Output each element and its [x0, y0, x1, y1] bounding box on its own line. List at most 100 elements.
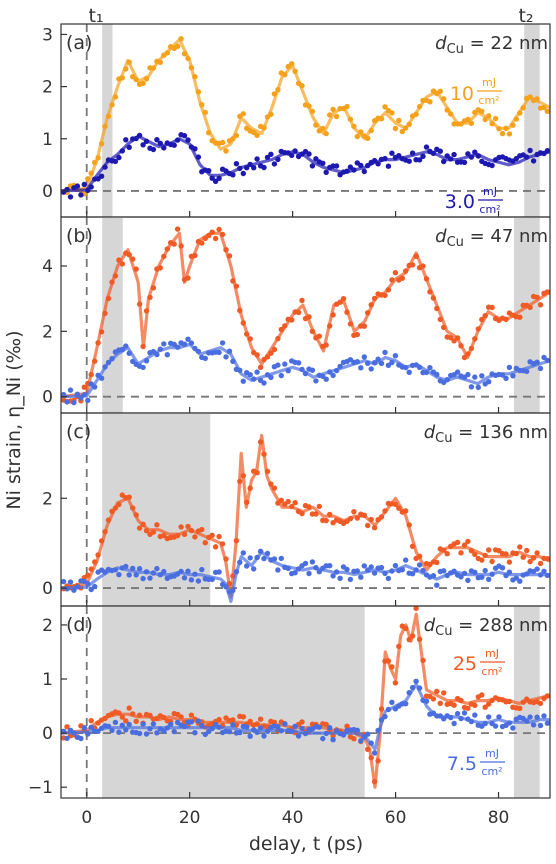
data-point	[482, 116, 488, 123]
data-point	[306, 570, 312, 577]
data-point	[299, 725, 305, 732]
data-point	[489, 558, 495, 565]
data-point	[123, 343, 129, 349]
data-point	[489, 121, 495, 127]
data-point	[98, 538, 105, 544]
data-point	[150, 570, 157, 576]
data-point	[244, 165, 250, 171]
data-point	[354, 568, 360, 574]
data-point	[285, 565, 291, 572]
data-point	[64, 735, 70, 741]
data-point	[150, 348, 157, 355]
data-point	[271, 556, 278, 562]
data-point	[351, 509, 357, 515]
panel-label: (c)	[66, 421, 91, 443]
data-point	[489, 571, 495, 577]
data-point	[468, 548, 475, 554]
data-point	[365, 360, 371, 366]
data-point	[382, 349, 388, 356]
data-point	[420, 263, 426, 269]
data-point	[88, 724, 94, 730]
data-point	[337, 299, 343, 305]
data-point	[226, 581, 233, 587]
data-point	[88, 566, 94, 572]
data-point	[81, 391, 88, 398]
data-point	[354, 515, 360, 521]
data-point	[468, 154, 475, 160]
data-point	[244, 724, 250, 730]
y-tick-label: 4	[42, 257, 53, 277]
y-tick-label: 0	[42, 388, 53, 408]
y-tick-label: −1	[28, 778, 53, 798]
data-point	[289, 152, 295, 159]
data-point	[403, 364, 409, 371]
data-point	[233, 161, 240, 167]
data-point	[257, 548, 264, 554]
data-point	[434, 582, 440, 588]
data-point	[354, 133, 360, 140]
data-point	[461, 710, 468, 716]
data-point	[212, 235, 219, 242]
data-point	[458, 697, 464, 704]
data-point	[244, 331, 250, 337]
data-point	[116, 501, 122, 508]
data-point	[396, 117, 402, 124]
data-point	[271, 485, 278, 491]
data-point	[257, 364, 264, 370]
panel-b: 0 2 4 (b) dCu = 47 nm	[42, 216, 551, 414]
data-point	[223, 247, 229, 253]
data-point	[465, 351, 471, 357]
data-point	[365, 746, 371, 752]
data-point	[323, 376, 329, 382]
data-point	[112, 567, 119, 573]
data-point	[185, 336, 191, 342]
data-point	[316, 724, 322, 730]
data-point	[365, 522, 371, 529]
data-point	[209, 576, 215, 583]
data-point	[81, 384, 88, 390]
data-point	[105, 113, 112, 119]
data-point	[109, 508, 115, 514]
data-point	[320, 735, 326, 742]
data-point	[295, 309, 302, 316]
data-point	[130, 256, 136, 262]
data-point	[67, 387, 74, 393]
data-point	[389, 150, 395, 156]
data-point	[174, 226, 181, 232]
data-point	[278, 497, 284, 503]
data-point	[392, 270, 399, 276]
data-point	[192, 571, 198, 577]
data-point	[479, 373, 485, 379]
data-point	[475, 326, 481, 332]
data-point	[465, 116, 471, 123]
data-point	[292, 148, 298, 154]
series-group	[61, 433, 550, 604]
data-point	[302, 730, 309, 737]
data-point	[544, 108, 550, 114]
data-point	[95, 340, 101, 346]
data-point	[371, 750, 378, 756]
data-point	[423, 698, 430, 704]
data-point	[368, 740, 374, 746]
fluence-label-d-low: 7.5 mJ cm²	[447, 747, 505, 778]
data-point	[340, 296, 347, 302]
data-point	[143, 358, 150, 364]
data-point	[61, 391, 67, 398]
data-point	[441, 716, 447, 722]
data-point	[123, 727, 129, 733]
data-point	[264, 550, 271, 557]
series-group	[61, 606, 550, 789]
data-point	[503, 551, 509, 557]
data-point	[195, 154, 202, 160]
data-point	[199, 240, 205, 246]
data-point	[233, 569, 240, 575]
series-line	[61, 134, 550, 193]
data-point	[524, 547, 530, 554]
data-point	[482, 567, 488, 574]
fluence-label-a-high: 10 mJ cm²	[450, 76, 502, 107]
data-point	[365, 731, 371, 737]
data-point	[164, 246, 170, 252]
data-point	[409, 150, 416, 156]
x-axis-label: delay, t (ps)	[249, 833, 363, 855]
data-point	[427, 99, 433, 105]
